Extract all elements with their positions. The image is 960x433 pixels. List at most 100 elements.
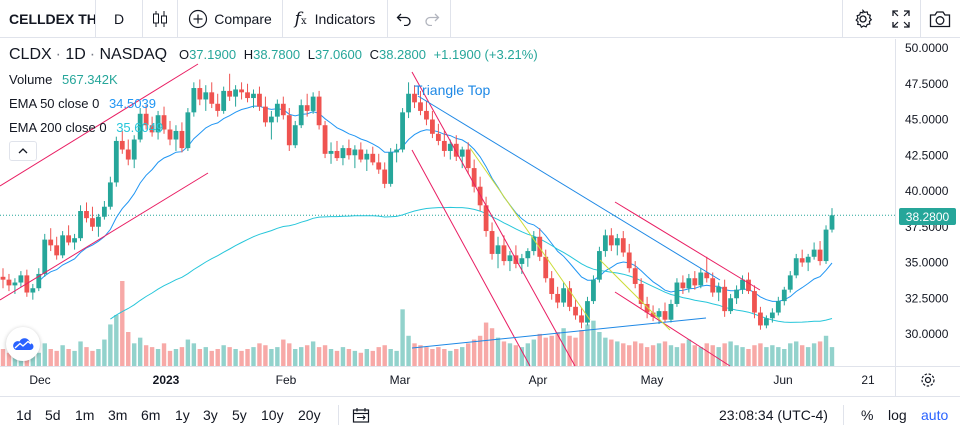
candle-body	[573, 306, 578, 316]
candle-body	[18, 275, 24, 283]
range-button-1m[interactable]: 1m	[75, 407, 95, 423]
volume-bar	[340, 347, 346, 366]
candle-body	[233, 89, 238, 97]
fullscreen-button[interactable]	[884, 0, 918, 38]
volume-bar	[579, 330, 584, 366]
candle-body	[66, 235, 72, 243]
range-button-3y[interactable]: 3y	[203, 407, 218, 423]
compare-button[interactable]: Compare	[178, 0, 282, 38]
candle-body	[376, 162, 382, 170]
go-to-date-button[interactable]	[352, 397, 374, 433]
ema50-line	[38, 105, 833, 302]
volume-bar	[692, 345, 698, 366]
log-scale-toggle[interactable]: log	[888, 407, 907, 423]
change-value: +1.1900 (+3.21%)	[433, 47, 538, 62]
toolbar-divider	[338, 405, 339, 425]
ema200-legend[interactable]: EMA 200 close 0 35.6049	[9, 120, 163, 135]
volume-bar	[400, 309, 405, 366]
volume-bar	[54, 350, 59, 366]
range-button-5d[interactable]: 5d	[45, 407, 61, 423]
percent-scale-toggle[interactable]: %	[861, 407, 874, 423]
price-axis-label: 42.5000	[905, 148, 949, 162]
volume-bar	[108, 324, 113, 366]
indicators-button[interactable]: fx Indicators	[283, 0, 387, 38]
candle-body	[298, 105, 304, 126]
volume-bar	[794, 341, 799, 366]
range-button-5y[interactable]: 5y	[232, 407, 247, 423]
volume-bar	[233, 349, 238, 366]
trend-channel-upper	[0, 63, 199, 187]
candle-body	[650, 312, 656, 317]
volume-bar	[519, 347, 525, 366]
volume-bar	[734, 345, 739, 366]
clock-readout[interactable]: 23:08:34 (UTC-4)	[719, 407, 828, 423]
volume-bar	[155, 349, 161, 366]
volume-bar	[102, 339, 107, 366]
time-axis-label: Dec	[29, 373, 50, 387]
candle-body	[638, 283, 644, 304]
gear-icon	[855, 9, 873, 29]
range-button-1d[interactable]: 1d	[16, 407, 32, 423]
chevron-up-icon	[18, 148, 28, 154]
close-value: 38.2800	[378, 47, 426, 62]
candle-body	[227, 90, 233, 97]
volume-bar	[680, 343, 686, 366]
volume-bar	[173, 349, 179, 366]
ema50-legend[interactable]: EMA 50 close 0 34.5039	[9, 96, 156, 111]
volume-bar	[728, 341, 733, 366]
volume-bar	[48, 349, 53, 366]
candle-body	[161, 115, 167, 130]
candle-body	[746, 279, 751, 292]
falling-channel-left-a	[411, 71, 576, 367]
volume-legend[interactable]: Volume 567.342K	[9, 72, 118, 87]
snapshot-button[interactable]	[922, 0, 958, 38]
high-value: 38.7800	[253, 47, 301, 62]
volume-bar	[615, 341, 620, 366]
undo-button[interactable]	[390, 0, 418, 38]
range-button-1y[interactable]: 1y	[175, 407, 190, 423]
volume-bar	[621, 343, 626, 366]
candle-body	[805, 256, 811, 263]
volume-bar	[167, 350, 173, 366]
candle-body	[430, 119, 435, 134]
candle-body	[346, 148, 352, 156]
diagonal-yellow-line	[469, 147, 591, 321]
range-button-10y[interactable]: 10y	[261, 407, 284, 423]
symbol-search-button[interactable]: CELLDEX TH	[9, 11, 95, 27]
candle-body	[561, 288, 567, 303]
volume-bar	[782, 349, 787, 366]
volume-value: 567.342K	[62, 72, 118, 87]
auto-scale-toggle[interactable]: auto	[921, 407, 949, 423]
volume-bar	[203, 347, 208, 366]
tradingview-logo[interactable]	[6, 327, 40, 361]
volume-bar	[454, 349, 459, 366]
candle-body	[221, 90, 227, 111]
candle-body	[203, 92, 209, 100]
range-button-3m[interactable]: 3m	[108, 407, 128, 423]
legend-collapse-button[interactable]	[9, 141, 37, 161]
candle-body	[734, 289, 739, 299]
candle-body	[591, 279, 596, 302]
interval-button[interactable]: D	[113, 11, 125, 27]
undo-icon	[396, 13, 411, 26]
range-button-6m[interactable]: 6m	[141, 407, 161, 423]
volume-bar	[126, 332, 131, 366]
candle-body	[763, 318, 769, 326]
toolbar-divider	[843, 405, 844, 425]
chart-type-button[interactable]	[143, 0, 177, 38]
candle-body	[84, 211, 89, 219]
candle-body	[769, 312, 775, 319]
volume-bar	[161, 343, 167, 366]
volume-bar	[310, 341, 316, 366]
settings-button[interactable]	[846, 0, 880, 38]
volume-bar	[471, 339, 477, 366]
ema200-value: 35.6049	[116, 120, 164, 135]
range-button-20y[interactable]: 20y	[298, 407, 321, 423]
price-axis-label: 30.0000	[905, 327, 949, 341]
redo-button[interactable]	[418, 0, 446, 38]
candle-body	[471, 168, 477, 187]
candle-body	[119, 140, 125, 150]
volume-bar	[137, 337, 143, 366]
diagonal-yellow-line-2	[599, 259, 671, 331]
